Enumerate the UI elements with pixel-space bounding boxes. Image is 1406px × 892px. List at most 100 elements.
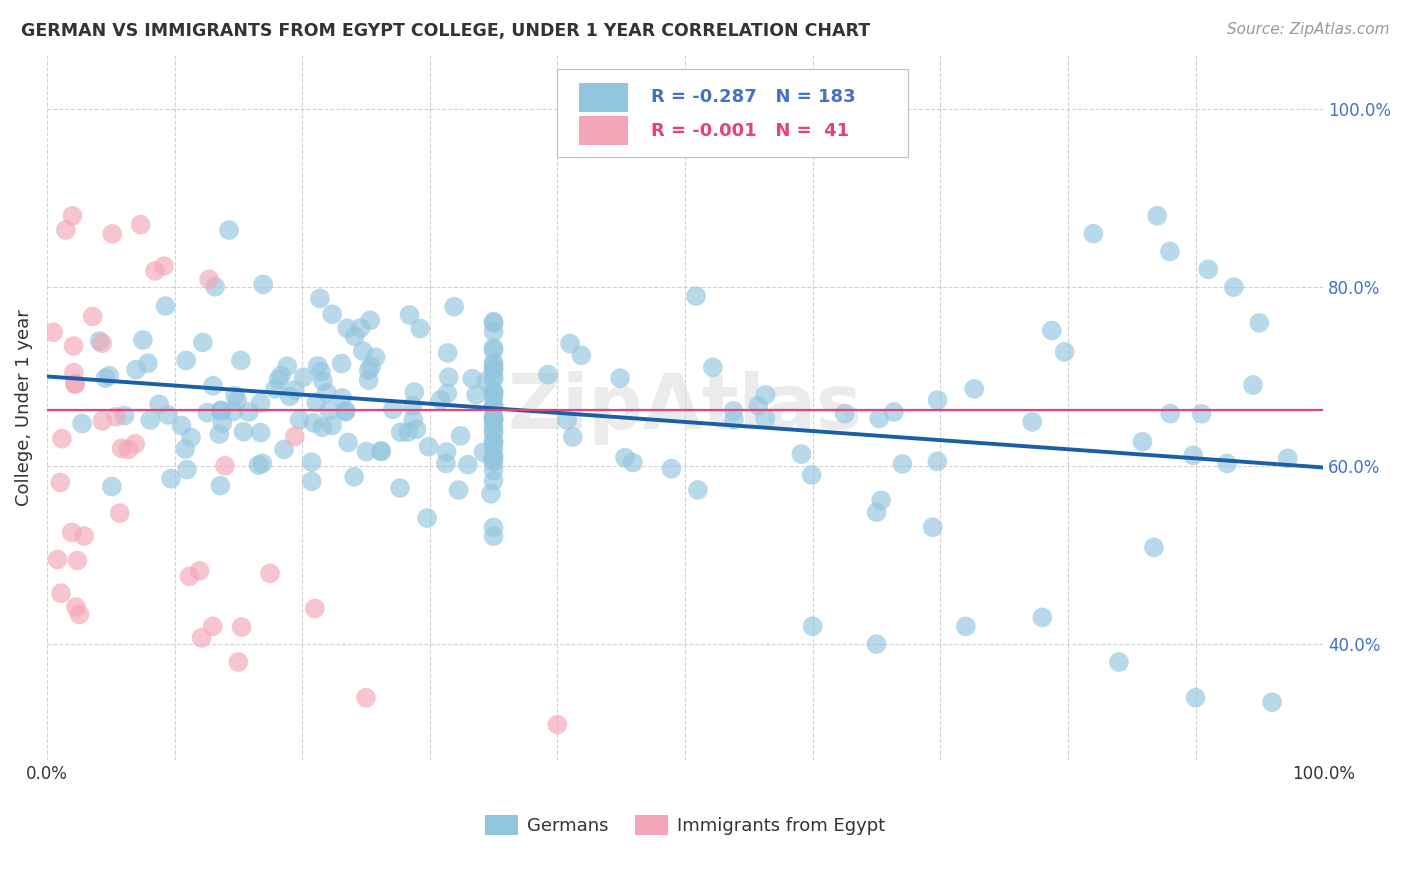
Point bbox=[482, 520, 505, 534]
Point bbox=[1083, 227, 1105, 241]
Point bbox=[304, 601, 326, 615]
Point bbox=[63, 366, 86, 380]
Point bbox=[482, 401, 505, 415]
Point bbox=[801, 619, 824, 633]
Point bbox=[482, 359, 505, 373]
Point bbox=[232, 425, 254, 439]
Point bbox=[156, 408, 179, 422]
Point bbox=[482, 463, 505, 477]
Point bbox=[174, 442, 197, 456]
Point bbox=[723, 413, 745, 427]
Point bbox=[357, 363, 380, 377]
Point bbox=[613, 450, 636, 465]
Point bbox=[337, 435, 360, 450]
Point bbox=[482, 356, 505, 370]
Point bbox=[921, 520, 943, 534]
Point bbox=[482, 453, 505, 467]
Point bbox=[238, 405, 260, 419]
Point bbox=[270, 368, 292, 383]
Point bbox=[418, 440, 440, 454]
Point bbox=[482, 314, 505, 328]
Point bbox=[450, 429, 472, 443]
Point bbox=[252, 456, 274, 470]
Point bbox=[1197, 262, 1219, 277]
Point bbox=[160, 472, 183, 486]
Point bbox=[209, 404, 232, 418]
Point bbox=[209, 403, 232, 417]
Point bbox=[264, 382, 287, 396]
FancyBboxPatch shape bbox=[579, 83, 627, 112]
Point bbox=[91, 336, 114, 351]
Y-axis label: College, Under 1 year: College, Under 1 year bbox=[15, 310, 32, 506]
Point bbox=[284, 429, 307, 443]
Point bbox=[292, 370, 315, 384]
Point bbox=[174, 353, 197, 368]
Point bbox=[429, 392, 451, 407]
Point bbox=[124, 436, 146, 450]
Point bbox=[357, 373, 380, 387]
Point bbox=[198, 272, 221, 286]
Point bbox=[790, 447, 813, 461]
Point bbox=[330, 357, 353, 371]
Point bbox=[436, 346, 458, 360]
Point bbox=[125, 362, 148, 376]
Point bbox=[754, 411, 776, 425]
Point bbox=[436, 386, 458, 401]
Point bbox=[63, 376, 86, 391]
Point bbox=[1159, 244, 1181, 259]
Point bbox=[302, 416, 325, 430]
Point bbox=[222, 404, 245, 418]
Point bbox=[352, 344, 374, 359]
Point bbox=[686, 483, 709, 497]
Point bbox=[891, 457, 914, 471]
Point bbox=[180, 430, 202, 444]
Point bbox=[1261, 695, 1284, 709]
Point bbox=[447, 483, 470, 497]
Point bbox=[249, 425, 271, 440]
Point bbox=[963, 382, 986, 396]
Point bbox=[609, 371, 631, 385]
Point bbox=[132, 333, 155, 347]
Point bbox=[1143, 541, 1166, 555]
Point bbox=[278, 389, 301, 403]
Point bbox=[330, 391, 353, 405]
Point bbox=[409, 321, 432, 335]
Point bbox=[252, 277, 274, 292]
Point bbox=[482, 529, 505, 543]
Point bbox=[359, 313, 381, 327]
Point bbox=[191, 335, 214, 350]
Point bbox=[883, 405, 905, 419]
Point bbox=[1216, 457, 1239, 471]
Point bbox=[482, 419, 505, 434]
Point bbox=[211, 416, 233, 430]
Point bbox=[170, 418, 193, 433]
Point bbox=[1053, 344, 1076, 359]
Point bbox=[482, 474, 505, 488]
Point bbox=[482, 455, 505, 469]
Point bbox=[1241, 378, 1264, 392]
Point bbox=[60, 525, 83, 540]
Point bbox=[437, 370, 460, 384]
Point bbox=[364, 351, 387, 365]
Point bbox=[1159, 407, 1181, 421]
Point bbox=[309, 365, 332, 379]
Point bbox=[105, 409, 128, 424]
Point bbox=[176, 462, 198, 476]
Point bbox=[482, 341, 505, 355]
Point bbox=[204, 279, 226, 293]
Point bbox=[209, 478, 232, 492]
Point bbox=[389, 425, 412, 440]
Point bbox=[416, 511, 439, 525]
FancyBboxPatch shape bbox=[557, 70, 908, 157]
Point bbox=[1277, 451, 1299, 466]
Point bbox=[1040, 324, 1063, 338]
Point bbox=[49, 586, 72, 600]
Point bbox=[482, 412, 505, 426]
Point bbox=[143, 264, 166, 278]
Point bbox=[153, 259, 176, 273]
Point bbox=[754, 388, 776, 402]
Point bbox=[259, 566, 281, 581]
Point bbox=[434, 456, 457, 470]
Point bbox=[309, 292, 332, 306]
Point bbox=[436, 445, 458, 459]
